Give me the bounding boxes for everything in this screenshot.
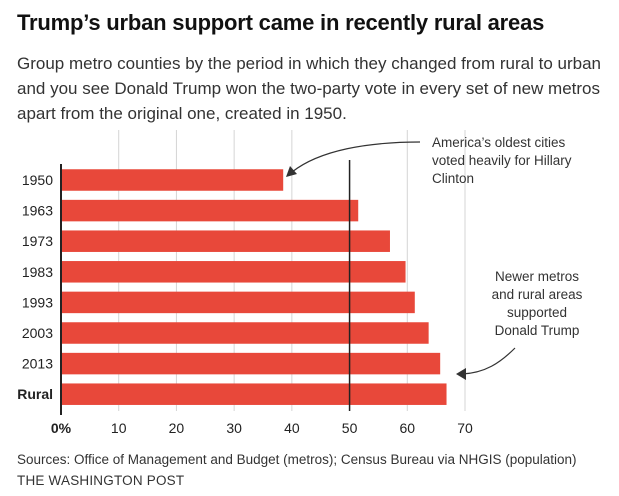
x-tick-label: 40 (284, 420, 300, 436)
bar (61, 169, 284, 191)
annotation-text: Donald Trump (495, 323, 580, 338)
bar (61, 199, 359, 222)
annotation-text: and rural areas (492, 287, 583, 302)
bar (61, 261, 406, 283)
x-tick-label: 10 (111, 420, 127, 436)
annotation-arrow (461, 347, 516, 375)
annotations: America’s oldest cities voted heavily for… (286, 135, 583, 380)
bars (61, 169, 447, 405)
annotation-text: America’s oldest cities (432, 135, 566, 150)
axes: 0% 10 20 30 40 50 60 70 1950 1963 1973 1983 1993 2003… (17, 164, 473, 436)
annotation-arrowhead (456, 368, 466, 380)
annotation-arrow (291, 141, 421, 173)
annotation-text: voted heavily for Hillary (432, 153, 572, 168)
category-label: 1973 (22, 233, 53, 249)
x-tick-label: 70 (457, 420, 473, 436)
bar (61, 352, 441, 375)
category-label: 1983 (22, 264, 53, 280)
bar (61, 230, 390, 252)
annotation-text: Clinton (432, 171, 474, 186)
publisher-credit: THE WASHINGTON POST (17, 473, 185, 488)
category-label: 2013 (22, 356, 53, 372)
sources-note: Sources: Office of Management and Budget… (17, 452, 577, 467)
x-tick-label: 20 (169, 420, 185, 436)
x-tick-label: 50 (342, 420, 358, 436)
x-tick-label: 0% (51, 420, 72, 436)
bar-chart: 0% 10 20 30 40 50 60 70 1950 1963 1973 1983 1993 2003… (17, 130, 583, 436)
category-label: 2003 (22, 325, 53, 341)
annotation-arrowhead (286, 166, 297, 177)
bar (61, 291, 415, 314)
x-tick-label: 30 (226, 420, 242, 436)
category-label: 1950 (22, 172, 53, 188)
chart-title: Trump’s urban support came in recently r… (17, 10, 545, 35)
bar (61, 383, 447, 405)
category-label: 1963 (22, 203, 53, 219)
annotation-text: Newer metros (495, 269, 579, 284)
chart-subtitle: Group metro counties by the period in wh… (17, 54, 601, 123)
x-tick-label: 60 (399, 420, 415, 436)
annotation-text: supported (507, 305, 567, 320)
category-label: Rural (17, 386, 53, 402)
bar (61, 322, 429, 344)
category-label: 1993 (22, 294, 53, 310)
